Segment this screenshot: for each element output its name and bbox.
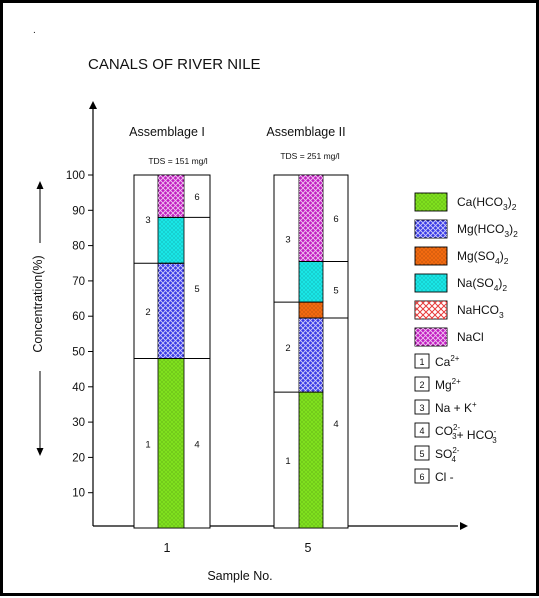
cation-label: 2 — [285, 343, 290, 354]
y-tick-label: 70 — [72, 276, 85, 288]
salt-segment-texture — [299, 175, 323, 262]
concentration-arrowhead-up — [36, 181, 44, 189]
cation-label: 1 — [145, 439, 150, 450]
group-name-1: Assemblage I — [129, 125, 205, 139]
ion-legend-number: 2 — [419, 380, 424, 390]
cation-label: 3 — [145, 215, 150, 226]
ion-legend-box — [414, 376, 430, 392]
x-axis-label: Sample No. — [207, 569, 272, 583]
group-name-2: Assemblage II — [266, 125, 345, 139]
ion-legend-label: SO2-4 — [435, 446, 460, 464]
ion-legend-box — [414, 353, 430, 369]
ion-legend-number: 1 — [419, 357, 424, 367]
ion-legend-number: 6 — [419, 472, 424, 482]
salt-segment-texture — [158, 175, 184, 218]
y-tick-label: 20 — [72, 452, 85, 464]
salt-legend-texture — [415, 328, 447, 346]
anion-label: 6 — [333, 214, 338, 225]
ion-legend-number: 3 — [419, 403, 424, 413]
salt-legend-texture — [415, 193, 447, 211]
cation-label: 1 — [285, 456, 290, 467]
x-tick-label-1: 1 — [164, 541, 171, 555]
salt-legend-texture — [415, 247, 447, 265]
x-axis-arrowhead — [460, 522, 468, 530]
anion-label: 6 — [194, 192, 199, 203]
concentration-arrowhead-down — [36, 448, 44, 456]
salt-legend-texture — [415, 301, 447, 319]
corner-dot: . — [33, 25, 36, 36]
ion-legend-box — [414, 468, 430, 484]
y-axis-label: Concentration(%) — [31, 255, 45, 352]
chart-svg: . CANALS OF RIVER NILE Assemblage I Asse… — [31, 25, 518, 583]
anion-label: 4 — [194, 439, 199, 450]
salt-legend-label: Na(SO4)2 — [457, 276, 507, 293]
salt-segment-texture — [158, 263, 184, 359]
y-axis-arrowhead — [89, 101, 97, 109]
ion-legend-box — [414, 399, 430, 415]
tds-label-2: TDS = 251 mg/l — [280, 151, 339, 161]
anion-label: 4 — [333, 419, 338, 430]
salt-segment-texture — [158, 358, 184, 528]
cation-label: 2 — [145, 307, 150, 318]
y-tick-label: 30 — [72, 417, 85, 429]
ion-legend-label: Cl - — [435, 470, 454, 484]
x-tick-label-2: 5 — [305, 541, 312, 555]
salt-legend-label: Mg(SO4)2 — [457, 249, 509, 266]
ion-legend-label: CO2-3+ HCO-3 — [435, 423, 497, 445]
y-tick-label: 100 — [66, 170, 85, 182]
ion-legend-box — [414, 422, 430, 438]
y-tick-label: 90 — [72, 205, 85, 217]
salt-legend-texture — [415, 220, 447, 238]
salt-legend-label: NaHCO3 — [457, 303, 504, 320]
y-tick-label: 40 — [72, 382, 85, 394]
ion-legend-label: Mg2+ — [435, 377, 461, 392]
y-tick-label: 80 — [72, 241, 85, 253]
salt-legend-label: Ca(HCO3)2 — [457, 195, 517, 212]
salt-segment-texture — [299, 302, 323, 318]
salt-segment-texture — [158, 217, 184, 264]
salt-legend-label: NaCl — [457, 330, 484, 344]
ion-legend-label: Na + K+ — [435, 400, 477, 415]
ion-legend-label: Ca2+ — [435, 354, 460, 369]
y-tick-label: 60 — [72, 311, 85, 323]
y-tick-label: 50 — [72, 347, 85, 359]
cation-label: 3 — [285, 235, 290, 246]
salt-legend-texture — [415, 274, 447, 292]
tds-label-1: TDS = 151 mg/l — [148, 156, 207, 166]
salt-legend-label: Mg(HCO3)2 — [457, 222, 518, 239]
ion-legend-number: 4 — [419, 426, 424, 436]
salt-segment-texture — [299, 317, 323, 393]
anion-label: 5 — [194, 284, 199, 295]
salt-segment-texture — [299, 261, 323, 303]
ion-legend-number: 5 — [419, 449, 424, 459]
anion-label: 5 — [333, 286, 338, 297]
ion-legend-box — [414, 445, 430, 461]
chart-title: CANALS OF RIVER NILE — [88, 56, 261, 73]
salt-segment-texture — [299, 392, 323, 528]
y-tick-label: 10 — [72, 488, 85, 500]
